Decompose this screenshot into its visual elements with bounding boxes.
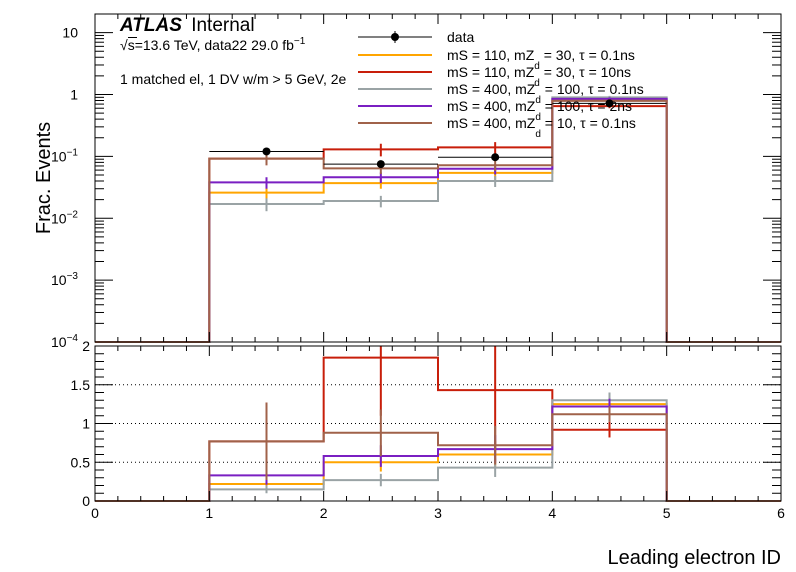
ratio-y-tick-label: 2 <box>82 338 90 354</box>
x-tick-label: 4 <box>548 505 556 521</box>
legend-entry-3: mS = 400, mZd = 100, τ = 2ns <box>358 98 632 123</box>
x-tick-label: 1 <box>205 505 213 521</box>
legend-entry-label: mS = 110, mZd = 30, τ = 0.1ns <box>447 47 635 72</box>
legend-entry-0: mS = 110, mZd = 30, τ = 0.1ns <box>358 47 635 72</box>
legend-data-marker <box>391 33 399 41</box>
data-point <box>262 147 271 156</box>
ratio-y-tick-label: 0 <box>82 493 90 509</box>
ratio-series-4 <box>95 402 781 502</box>
ratio-series-4-step-line <box>95 413 781 502</box>
main-y-tick-label: 10−1 <box>51 147 78 164</box>
legend-entry-2: mS = 400, mZd = 100, τ = 0.1ns <box>358 81 644 106</box>
legend-entry-label: mS = 400, mZd = 10, τ = 0.1ns <box>447 115 636 140</box>
ratio-plot-panel: 0 0.5 1 1.5 2 0 1 2 3 4 5 6 <box>71 338 786 521</box>
main-y-tick-label: 1 <box>70 87 78 103</box>
x-tick-label: 5 <box>663 505 671 521</box>
main-plot-panel: 10−3 10−2 10−1 1 10 10−4 <box>51 13 782 350</box>
main-y-partial-tick-label: 10−4 <box>51 333 78 350</box>
data-point <box>605 99 614 108</box>
atlas-internal-text: Internal <box>191 15 254 36</box>
legend-entry-1: mS = 110, mZd = 30, τ = 10ns <box>358 64 631 89</box>
lumi-unit-exponent: −1 <box>294 36 306 47</box>
x-tick-label: 0 <box>91 505 99 521</box>
main-y-tick-label: 10−3 <box>51 271 78 288</box>
selection-label: 1 matched el, 1 DV w/m > 5 GeV, 2e <box>120 71 347 87</box>
main-series-4-step-line <box>95 99 781 343</box>
data-points <box>209 99 667 169</box>
ratio-y-tick-label: 1.5 <box>71 377 91 393</box>
ratio-y-tick-label: 0.5 <box>71 454 91 470</box>
energy-lumi-text: s=13.6 TeV, data22 29.0 fb <box>128 37 294 53</box>
x-tick-label: 3 <box>434 505 442 521</box>
atlas-label: ATLAS Internal <box>119 15 255 36</box>
atlas-logo-text: ATLAS <box>119 15 182 36</box>
main-y-tick-label: 10 <box>62 25 78 41</box>
x-axis-title: Leading electron ID <box>608 547 781 569</box>
data-point <box>491 153 500 162</box>
legend-entry-4: mS = 400, mZd = 10, τ = 0.1ns <box>358 115 636 140</box>
legend-entry-label: mS = 400, mZd = 100, τ = 0.1ns <box>447 81 644 106</box>
legend-entry-label: mS = 110, mZd = 30, τ = 10ns <box>447 64 631 89</box>
x-tick-label: 6 <box>777 505 785 521</box>
data-point <box>376 160 385 169</box>
legend-data-label: data <box>447 29 474 45</box>
sqrt-symbol: √ <box>120 37 128 53</box>
energy-lumi-label: √s=13.6 TeV, data22 29.0 fb−1 <box>120 36 306 53</box>
x-tick-label: 2 <box>320 505 328 521</box>
ratio-y-tick-label: 1 <box>82 416 90 432</box>
legend-entry-label: mS = 400, mZd = 100, τ = 2ns <box>447 98 632 123</box>
main-y-tick-label: 10−2 <box>51 209 78 226</box>
y-axis-title: Frac. Events <box>33 122 55 234</box>
